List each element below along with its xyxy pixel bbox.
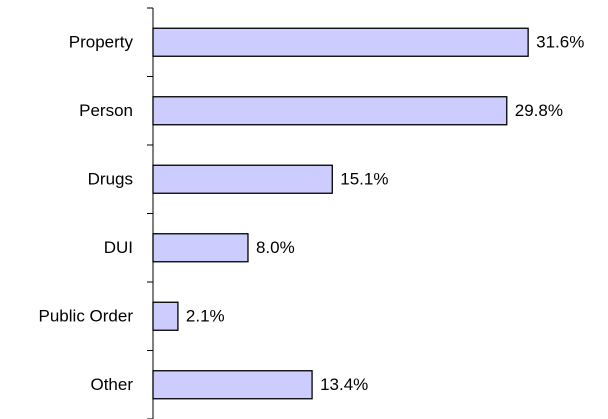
value-label: 8.0% (256, 238, 295, 257)
bar (152, 27, 529, 57)
bar (152, 233, 249, 263)
y-tick-label: Other (90, 375, 133, 394)
value-label: 31.6% (536, 33, 584, 52)
bar (152, 164, 333, 194)
value-label: 29.8% (515, 101, 563, 120)
y-tick-label: DUI (104, 238, 133, 257)
value-label: 13.4% (320, 375, 368, 394)
y-tick-label: Property (69, 33, 134, 52)
bar (152, 301, 179, 331)
bar (152, 370, 313, 400)
bar (152, 96, 508, 126)
y-tick-label: Drugs (88, 170, 133, 189)
y-tick-label: Person (79, 101, 133, 120)
value-label: 2.1% (186, 307, 225, 326)
y-tick-label: Public Order (39, 307, 134, 326)
value-label: 15.1% (340, 170, 388, 189)
